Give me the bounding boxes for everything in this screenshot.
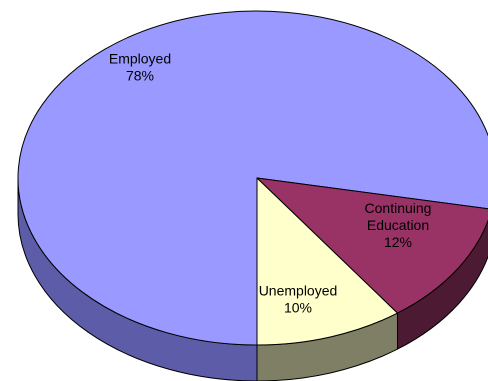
pie-labels-layer: Employed 78% Continuing Education 12% Unemplo…	[109, 51, 432, 316]
slice-name-line: Continuing	[365, 200, 432, 216]
slice-percent: 10%	[284, 300, 312, 316]
pie-slice-employed	[17, 10, 488, 346]
slice-percent: 78%	[126, 68, 154, 84]
pie-slice-continuing-education	[256, 177, 488, 314]
slice-label-unemployed: Unemployed 10%	[259, 283, 338, 316]
slice-label-employed: Employed 78%	[109, 51, 171, 84]
slice-percent: 12%	[384, 234, 412, 250]
slice-name-line: Education	[367, 217, 429, 233]
slice-name-line: Unemployed	[259, 283, 338, 299]
pie-slice-unemployed	[256, 177, 398, 346]
pie-top-layer	[17, 10, 488, 346]
pie-depth-layer	[17, 177, 488, 381]
slice-name-line: Employed	[109, 51, 171, 67]
slice-label-continuing-education: Continuing Education 12%	[365, 200, 432, 250]
